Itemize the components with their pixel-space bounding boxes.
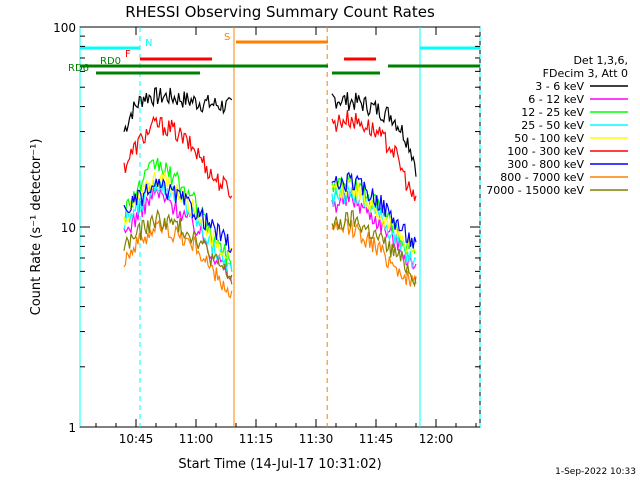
series-line-5-seg-0 [123, 171, 233, 259]
y-tick-label-1: 10 [61, 221, 76, 235]
series-line-8-seg-0 [123, 208, 233, 285]
flag-label-n: N [145, 38, 152, 49]
series-line-6-seg-0 [123, 178, 233, 254]
flag-label-f: F [125, 49, 131, 60]
x-axis-label: Start Time (14-Jul-17 10:31:02) [178, 457, 381, 472]
flag-label-s: S [224, 32, 230, 43]
legend-header-1: FDecim 3, Att 0 [543, 67, 628, 80]
y-tick-label-2: 100 [53, 21, 76, 35]
legend-label-3: 25 - 50 keV [521, 119, 584, 132]
series-line-7-seg-1 [331, 218, 417, 287]
x-tick-label-0: 10:45 [119, 432, 154, 446]
flag-label-rd6: RD6 [68, 63, 89, 74]
series-line-7-seg-0 [123, 219, 233, 299]
flag-label-rd0: RD0 [100, 56, 121, 67]
legend-label-1: 6 - 12 keV [528, 93, 584, 106]
series-line-0-seg-1 [331, 92, 417, 177]
series-line-1-seg-0 [123, 115, 233, 199]
legend-label-2: 12 - 25 keV [521, 106, 584, 119]
series-line-1-seg-1 [331, 110, 417, 201]
legend-label-8: 7000 - 15000 keV [486, 184, 584, 197]
legend-label-0: 3 - 6 keV [535, 80, 584, 93]
y-tick-label-0: 1 [68, 421, 76, 435]
footer-date: 1-Sep-2022 10:33 [555, 467, 636, 477]
x-tick-label-2: 11:15 [239, 432, 274, 446]
x-tick-label-4: 11:45 [359, 432, 394, 446]
series-line-5-seg-1 [331, 176, 417, 254]
x-tick-label-3: 11:30 [299, 432, 334, 446]
series-line-6-seg-1 [331, 171, 417, 249]
legend-header-0: Det 1,3,6, [573, 54, 628, 67]
y-axis-label: Count Rate (s⁻¹ detector⁻¹) [29, 139, 44, 316]
series-line-0-seg-0 [123, 86, 233, 132]
series-line-4-seg-1 [331, 184, 417, 268]
legend-label-4: 50 - 100 keV [514, 132, 584, 145]
legend-label-7: 800 - 7000 keV [500, 171, 584, 184]
legend-label-6: 300 - 800 keV [507, 158, 584, 171]
legend-label-5: 100 - 300 keV [507, 145, 584, 158]
chart-title: RHESSI Observing Summary Count Rates [125, 3, 435, 21]
x-tick-label-5: 12:00 [419, 432, 454, 446]
x-tick-label-1: 11:00 [179, 432, 214, 446]
series-line-8-seg-1 [331, 210, 417, 288]
